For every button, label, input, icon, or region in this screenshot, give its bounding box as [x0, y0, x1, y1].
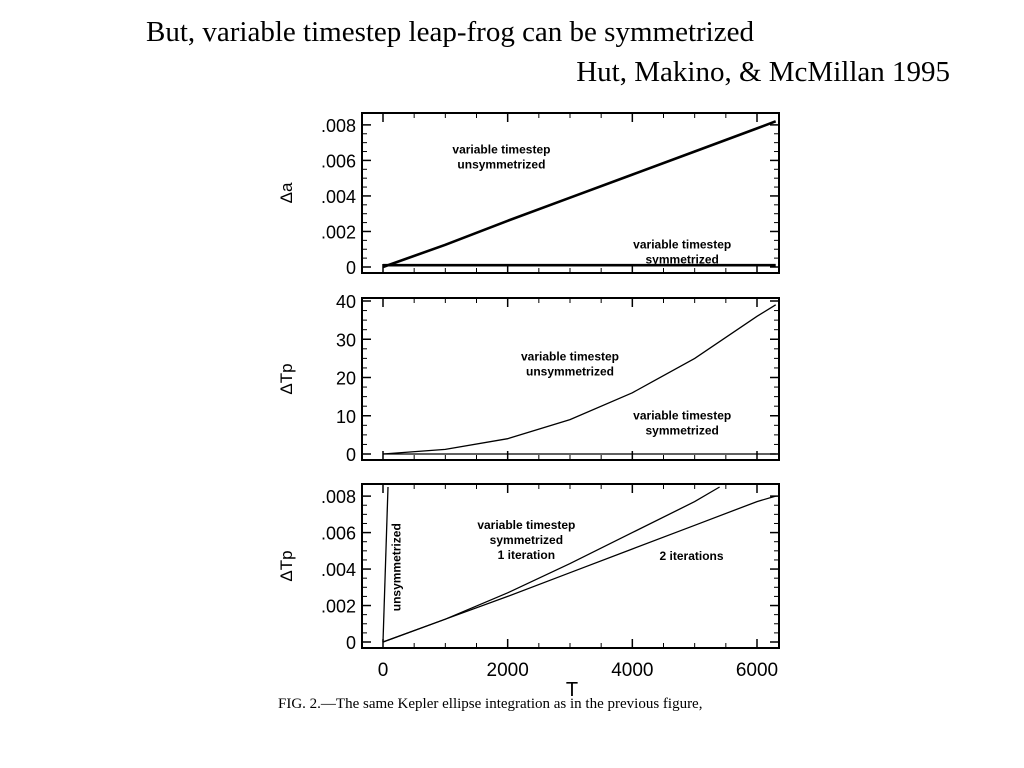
panel-3-annotation-1: variable timestep symmetrized 1 iteration	[477, 518, 575, 562]
panel-3-xtick-label: 0	[378, 660, 389, 681]
panel-3-xlabel: T	[566, 679, 578, 701]
panel-3-ytick-label: .002	[321, 597, 356, 617]
figure-caption: FIG. 2.—The same Kepler ellipse integrat…	[278, 696, 703, 712]
panel-2-annotation-line: variable timestep	[521, 349, 619, 363]
panel-3-ytick-label: 0	[346, 633, 356, 653]
panel-1-annotation-line: variable timestep	[452, 142, 550, 156]
panel-2-annotation-line: variable timestep	[633, 409, 731, 423]
panel-1-annotation-line: unsymmetrized	[457, 157, 545, 171]
panel-3-annotation-line: unsymmetrized	[389, 523, 403, 611]
panel-2-ytick-label: 30	[336, 330, 356, 350]
panel-1-ylabel: Δa	[277, 182, 296, 203]
panel-1-annotation-2: variable timestep symmetrized	[633, 237, 731, 266]
panel-3-frame	[361, 483, 780, 649]
panel-1-series-1	[382, 120, 777, 269]
panel-3-annotation-2: 2 iterations	[660, 549, 724, 563]
panel-3-ytick-label: .004	[321, 560, 356, 580]
panel-1-ytick-label: .002	[321, 222, 356, 242]
panel-3-ytick-label: .008	[321, 487, 356, 507]
panel-3-annotation-line: 1 iteration	[498, 548, 555, 562]
panel-2-ytick-label: 20	[336, 369, 356, 389]
panel-1-ytick-label: .008	[321, 116, 356, 136]
panel-2-annotation-line: symmetrized	[646, 424, 719, 438]
panel-3-ylabel: ΔTp	[277, 550, 296, 581]
panel-2-ytick-label: 40	[336, 292, 356, 312]
panel-3-annotation-line: 2 iterations	[660, 549, 724, 563]
panel-3-annotation-line: variable timestep	[477, 518, 575, 532]
panel-2-ylabel: ΔTp	[277, 363, 296, 394]
panel-2-ytick-label: 10	[336, 407, 356, 427]
slide-title: But, variable timestep leap-frog can be …	[146, 16, 754, 48]
panel-3-annotation-line: symmetrized	[490, 533, 563, 547]
panel-1-annotation-line: variable timestep	[633, 237, 731, 251]
panel-3-xtick-label: 2000	[487, 660, 529, 681]
panel-3-annotation-3: unsymmetrized	[389, 523, 403, 611]
slide-subtitle: Hut, Makino, & McMillan 1995	[576, 56, 950, 88]
panel-2-series-1	[382, 304, 777, 455]
panel-3-series-2	[382, 486, 720, 643]
panel-3-series-3	[382, 495, 776, 643]
panel-3-xtick-label: 4000	[611, 660, 653, 681]
panel-3-series-1	[382, 486, 389, 643]
panel-3-ytick-label: .006	[321, 524, 356, 544]
panel-1-annotation-1: variable timestep unsymmetrized	[452, 142, 550, 171]
panel-1-ytick-label: .004	[321, 187, 356, 207]
panel-1-ytick-label: .006	[321, 151, 356, 171]
panel-2-ytick-label: 0	[346, 445, 356, 465]
panel-2-annotation-2: variable timestep symmetrized	[633, 409, 731, 438]
panel-2-annotation-1: variable timestep unsymmetrized	[521, 349, 619, 378]
panel-3-xtick-label: 6000	[736, 660, 778, 681]
panel-2-annotation-line: unsymmetrized	[526, 364, 614, 378]
panel-1-annotation-line: symmetrized	[646, 252, 719, 266]
panel-1-ytick-label: 0	[346, 258, 356, 278]
